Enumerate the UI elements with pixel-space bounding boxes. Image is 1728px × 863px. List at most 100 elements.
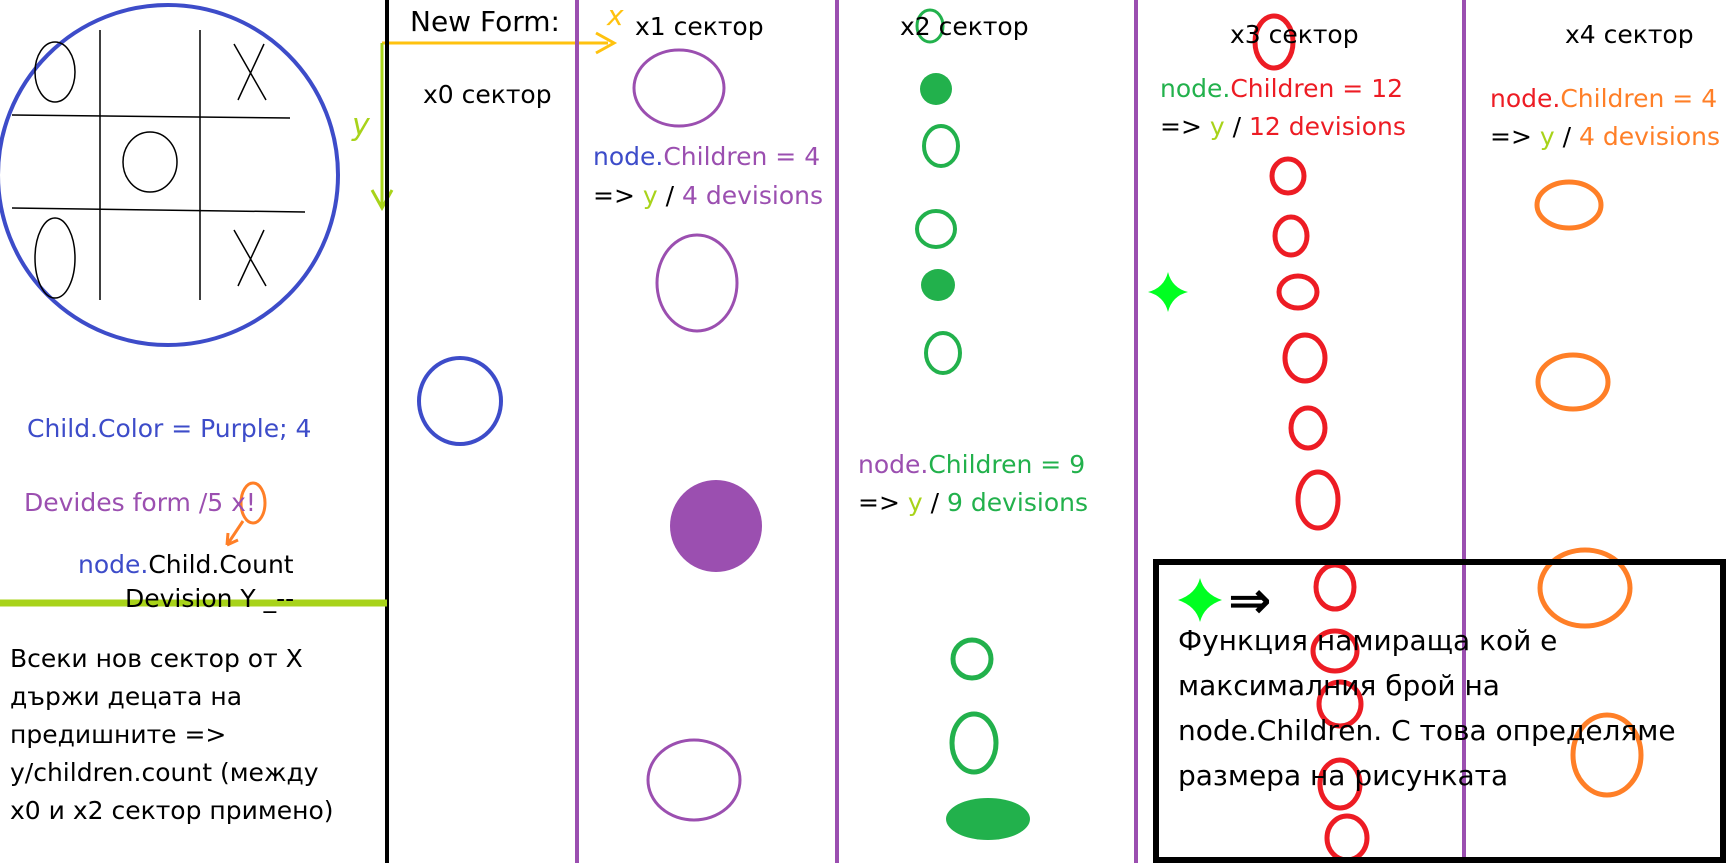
board-grid-line-h2	[11, 207, 306, 213]
x4-sector-nodes	[1534, 179, 1644, 798]
x4-y: y	[1539, 122, 1555, 151]
note-line: Всеки нов сектор от X	[10, 644, 303, 673]
x2-node-7	[950, 637, 994, 681]
x4-node-3	[1537, 547, 1633, 629]
x1-y: y	[642, 181, 658, 210]
x4-node-4	[1570, 712, 1644, 798]
x-axis-label: x	[606, 0, 624, 32]
child-count-label: Child.Count	[148, 550, 294, 579]
board-x-mark	[233, 229, 267, 287]
x0-node-blue	[417, 356, 503, 446]
x2-node-4	[915, 209, 957, 249]
x1-node-4	[646, 738, 742, 822]
y-axis-label: y	[351, 108, 371, 143]
board-o-mark	[34, 41, 76, 103]
tic-tac-toe-board	[0, 3, 340, 347]
x3-node-5	[1282, 332, 1328, 384]
x3-node-9	[1310, 628, 1360, 674]
child-color-note: Child.Color = Purple; 4	[27, 414, 312, 443]
note-line: x0 и x2 сектор примено)	[10, 796, 334, 825]
x2-node-6	[924, 331, 962, 375]
note-line: y/children.count (между	[10, 758, 319, 787]
x1-node-word: node.	[593, 142, 664, 171]
new-form-label: New Form:	[410, 5, 560, 38]
sector-label-x4: x4 сектор	[1565, 20, 1694, 49]
x2-arrow: =>	[858, 488, 900, 517]
x3-node-3	[1272, 214, 1310, 258]
devision-y-label: Devision Y _--	[125, 584, 295, 613]
x1-node-2	[655, 233, 739, 333]
x1-arrow: =>	[593, 181, 635, 210]
orange-pointer	[225, 481, 267, 547]
green-star-icon	[1148, 272, 1188, 312]
x2-children-annotation: node.Children = 9	[858, 450, 1085, 480]
sector-label-x0: x0 сектор	[423, 80, 552, 109]
orange-pointer-arrow	[225, 520, 245, 547]
x4-node-2	[1535, 352, 1611, 412]
x3-node-2	[1269, 156, 1307, 196]
x3-node-10	[1316, 679, 1364, 729]
board-o-mark	[122, 131, 178, 193]
x4-slash: /	[1562, 122, 1572, 151]
x3-arrow: =>	[1160, 112, 1202, 141]
x2-node-3	[922, 124, 960, 168]
board-grid-line-h1	[11, 114, 291, 119]
form-axes: x y	[351, 0, 624, 212]
x1-divisions: 4 devisions	[682, 181, 823, 210]
x4-divisions-annotation: => y / 4 devisions	[1490, 122, 1720, 152]
info-box-arrow-icon: ⇒	[1228, 571, 1272, 631]
x3-y: y	[1209, 112, 1225, 141]
x3-node-4	[1276, 273, 1320, 311]
x1-divisions-annotation: => y / 4 devisions	[593, 181, 823, 211]
x2-node-8	[949, 711, 999, 775]
x3-node-7	[1295, 469, 1341, 531]
board-x-mark	[233, 43, 267, 101]
board-outline-circle	[0, 3, 340, 347]
note-line: държи децата на	[10, 682, 243, 711]
child-count-node-word: node.	[78, 550, 149, 579]
x1-children-annotation: node.Children = 4	[593, 142, 820, 172]
x2-node-9-filled	[946, 798, 1030, 840]
info-box-border	[1153, 559, 1726, 863]
x3-node-6	[1288, 405, 1328, 451]
x3-node-12	[1324, 813, 1370, 863]
x1-sector-nodes	[632, 48, 762, 822]
sector-dividers	[385, 0, 1466, 863]
orange-circle-highlight	[239, 481, 267, 525]
x2-divisions: 9 devisions	[947, 488, 1088, 517]
sector-explanation-note: Всеки нов сектор от X държи децата на пр…	[10, 640, 350, 830]
x2-y: y	[907, 488, 923, 517]
x2-divisions-annotation: => y / 9 devisions	[858, 488, 1088, 518]
x3-sector-nodes	[1252, 13, 1370, 863]
x2-slash: /	[930, 488, 940, 517]
sector-label-x1: x1 сектор	[635, 12, 764, 41]
devides-form-note: Devides form /5 x!	[24, 488, 256, 517]
x3-node-word: node.	[1160, 74, 1231, 103]
sector-label-x2: x2 сектор	[900, 12, 1029, 41]
x2-node-1	[915, 8, 945, 44]
x1-children-count: Children = 4	[663, 142, 821, 171]
board-o-mark	[34, 217, 76, 299]
x-axis-arrow-head	[595, 31, 618, 55]
x3-slash: /	[1232, 112, 1242, 141]
x2-sector-nodes	[915, 8, 1030, 840]
x1-node-1	[632, 48, 726, 128]
child-count-note: node.Child.Count	[78, 550, 294, 580]
info-box-text: Функция намираща кой е максималния брой …	[1178, 618, 1718, 798]
x3-divisions: 12 devisions	[1249, 112, 1406, 141]
x2-children-count: Children = 9	[928, 450, 1086, 479]
x4-arrow: =>	[1490, 122, 1532, 151]
x1-node-3-filled	[670, 480, 762, 572]
x3-node-11	[1317, 757, 1363, 811]
x4-children-count: Children = 4	[1560, 84, 1718, 113]
x4-children-annotation: node.Children = 4	[1490, 84, 1717, 114]
x2-node-word: node.	[858, 450, 929, 479]
info-line: максималния брой на	[1178, 669, 1500, 702]
x0-sector-nodes	[417, 356, 503, 446]
x2-node-5-filled	[921, 269, 955, 301]
board-marks	[34, 41, 267, 299]
info-line: размера на рисунката	[1178, 759, 1509, 792]
x3-children-count: Children = 12	[1230, 74, 1404, 103]
sector-label-x3: x3 сектор	[1230, 20, 1359, 49]
